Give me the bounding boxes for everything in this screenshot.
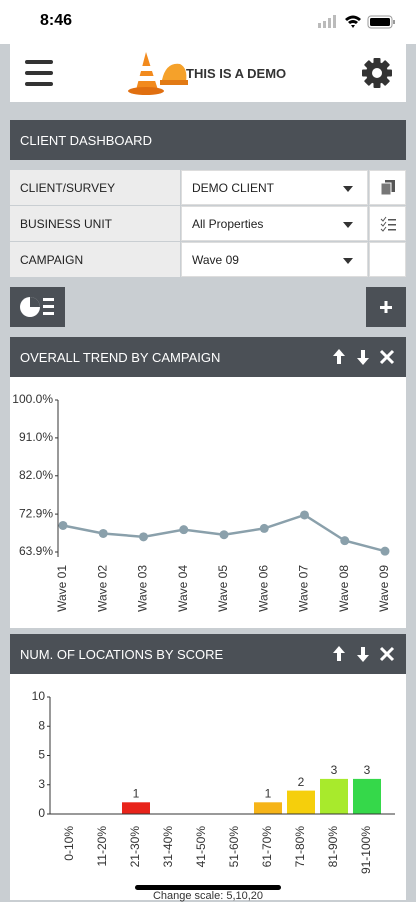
bar (287, 790, 315, 814)
point (340, 536, 350, 546)
x-tick-label: Wave 05 (216, 565, 230, 612)
y-tick-label: 10 (32, 689, 46, 703)
row-action (369, 242, 406, 277)
x-tick-label: 11-20% (95, 826, 109, 867)
x-tick-label: Wave 07 (297, 565, 311, 612)
point (259, 523, 269, 533)
change-scale[interactable]: Change scale: 5,10,20 (152, 890, 264, 902)
header: THIS IS A DEMO (10, 44, 406, 102)
bar (122, 802, 150, 814)
status-bar: 8:46 (0, 0, 416, 44)
value-label: 2 (298, 775, 305, 789)
field-label: BUSINESS UNIT (10, 206, 180, 241)
chart: 0 3 5 8 10 0-10% 11-20% 21-30% 31-40% 41-50% 51-60… (10, 674, 406, 900)
dropdown-arrow (343, 258, 353, 264)
field-label: CLIENT/SURVEY (10, 170, 180, 205)
x-tick-label: Wave 06 (256, 565, 270, 612)
select-value: All Properties (192, 216, 264, 231)
y-tick-label: 91.0% (19, 430, 53, 444)
x-tick-label: Wave 01 (55, 565, 69, 612)
point (179, 525, 189, 535)
panel-controls[interactable] (330, 644, 400, 664)
x-tick-label: Wave 08 (337, 565, 351, 612)
y-tick-label: 8 (38, 718, 45, 732)
bar (353, 778, 381, 814)
bar (254, 802, 282, 814)
row-action[interactable] (369, 170, 406, 205)
home-indicator (135, 885, 281, 890)
x-tick-label: 51-60% (227, 826, 241, 868)
select-field[interactable]: All Properties (181, 206, 368, 241)
point (300, 510, 309, 520)
value-label: 1 (133, 786, 140, 800)
x-tick-label: 71-80% (293, 826, 307, 868)
point (139, 532, 148, 542)
row-action[interactable] (369, 206, 406, 241)
x-tick-label: 81-90% (326, 826, 340, 868)
time: 8:46 (40, 12, 73, 29)
value-label: 1 (265, 786, 272, 800)
menu-button[interactable] (25, 59, 55, 87)
y-tick-label: 0 (38, 806, 45, 820)
field-label: CAMPAIGN (10, 242, 180, 277)
row-icon (380, 216, 396, 232)
y-tick-label: 82.0% (19, 468, 53, 482)
x-tick-label: Wave 09 (377, 565, 391, 612)
brand-title: THIS IS A DEMO (186, 66, 287, 81)
row-icon (380, 180, 395, 196)
point (98, 528, 108, 538)
status-icons (318, 15, 395, 29)
y-tick-label: 63.9% (19, 544, 53, 558)
x-tick-label: 61-70% (260, 826, 274, 868)
x-tick-label: Wave 02 (95, 565, 109, 612)
x-tick-label: 91-100% (359, 826, 373, 874)
dashboard-title: CLIENT DASHBOARD (10, 120, 406, 160)
point (380, 546, 390, 556)
settings-button[interactable] (360, 56, 394, 90)
dropdown-arrow (343, 186, 353, 192)
point (219, 530, 229, 540)
value-label: 3 (364, 763, 371, 777)
x-tick-label: 21-30% (128, 826, 142, 868)
dropdown-arrow (343, 222, 353, 228)
select-value: Wave 09 (192, 252, 239, 267)
x-tick-label: Wave 04 (176, 565, 190, 612)
chart-type-button[interactable] (10, 287, 65, 327)
point (58, 520, 68, 530)
add-button[interactable] (366, 287, 406, 327)
y-tick-label: 72.9% (19, 506, 53, 520)
panel-controls[interactable] (330, 347, 400, 367)
y-tick-label: 5 (38, 748, 45, 762)
bar (320, 778, 348, 814)
x-tick-label: 41-50% (194, 826, 208, 868)
logo (128, 52, 188, 95)
chart: 63.9% 72.9% 82.0% 91.0% 100.0% Wave 01 Wave 02… (10, 377, 406, 628)
y-tick-label: 3 (38, 777, 45, 791)
y-tick-label: 100.0% (12, 392, 53, 406)
select-field[interactable]: DEMO CLIENT (181, 170, 368, 205)
x-tick-label: 31-40% (161, 826, 175, 868)
select-field[interactable]: Wave 09 (181, 242, 368, 277)
x-tick-label: Wave 03 (136, 565, 150, 612)
value-label: 3 (331, 763, 338, 777)
select-value: DEMO CLIENT (192, 180, 275, 195)
x-tick-label: 0-10% (62, 826, 76, 861)
